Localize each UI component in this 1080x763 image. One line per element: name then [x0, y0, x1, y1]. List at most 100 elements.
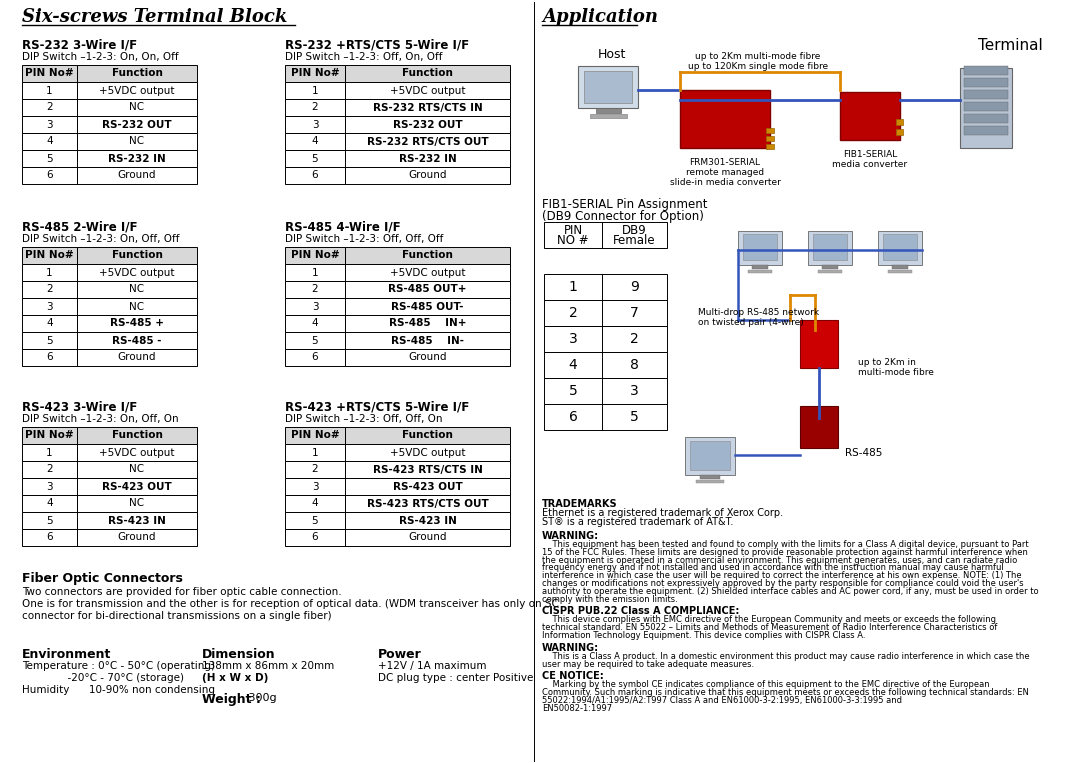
Text: Community. Such marking is indicative that this equipment meets or exceeds the f: Community. Such marking is indicative th… [542, 688, 1029, 697]
Text: Temperature : 0°C - 50°C (operating): Temperature : 0°C - 50°C (operating) [22, 661, 215, 671]
Text: Host: Host [598, 48, 626, 61]
Text: 6: 6 [46, 533, 53, 542]
Text: 6: 6 [46, 170, 53, 181]
Text: technical standard. EN 55022 – Limits and Methods of Measurement of Radio Interf: technical standard. EN 55022 – Limits an… [542, 623, 997, 633]
Text: remote managed: remote managed [686, 168, 764, 177]
Bar [22, 99, 77, 116]
Text: 4: 4 [46, 318, 53, 329]
Text: 3: 3 [46, 301, 53, 311]
Text: 4: 4 [569, 358, 578, 372]
Bar [285, 82, 345, 99]
Text: Multi-drop RS-485 network: Multi-drop RS-485 network [698, 308, 819, 317]
Text: Information Technology Equipment. This device complies with CISPR Class A.: Information Technology Equipment. This d… [542, 631, 865, 640]
Bar [285, 99, 345, 116]
Bar [285, 150, 345, 167]
Text: NC: NC [130, 498, 145, 508]
Bar [285, 444, 345, 461]
Text: Fiber Optic Connectors: Fiber Optic Connectors [22, 572, 183, 585]
Bar [964, 90, 1008, 99]
Text: on twisted pair (4-wire): on twisted pair (4-wire) [698, 318, 804, 327]
Text: (H x W x D): (H x W x D) [202, 673, 268, 683]
Bar [285, 315, 345, 332]
Text: Environment: Environment [22, 648, 111, 661]
Text: RS-423 IN: RS-423 IN [108, 516, 166, 526]
Bar [345, 461, 510, 478]
Bar [77, 495, 197, 512]
Text: +12V / 1A maximum: +12V / 1A maximum [378, 661, 486, 671]
Text: RS-485 -: RS-485 - [112, 336, 162, 346]
Text: DIP Switch –1-2-3: On, Off, On: DIP Switch –1-2-3: On, Off, On [22, 414, 178, 424]
Bar [285, 478, 345, 495]
Bar [77, 427, 197, 444]
Bar [345, 298, 510, 315]
Text: slide-in media converter: slide-in media converter [670, 178, 781, 187]
Text: 5: 5 [630, 410, 639, 424]
Text: 5: 5 [312, 336, 319, 346]
Bar [345, 247, 510, 264]
Text: 138mm x 86mm x 20mm: 138mm x 86mm x 20mm [202, 661, 334, 671]
Bar [752, 265, 768, 269]
Bar [285, 264, 345, 281]
Text: Ground: Ground [408, 533, 447, 542]
Bar [22, 247, 77, 264]
Bar [345, 495, 510, 512]
Text: RS-423 RTS/CTS OUT: RS-423 RTS/CTS OUT [366, 498, 488, 508]
Bar [345, 512, 510, 529]
Text: Ground: Ground [408, 353, 447, 362]
Bar [700, 475, 720, 479]
Text: 6: 6 [46, 353, 53, 362]
Text: 3: 3 [46, 481, 53, 491]
Bar [345, 264, 510, 281]
Text: media converter: media converter [833, 160, 907, 169]
Text: 2: 2 [569, 306, 578, 320]
Bar [578, 66, 638, 108]
Bar [743, 234, 777, 260]
Bar [77, 133, 197, 150]
Bar [766, 128, 774, 133]
Text: 3: 3 [630, 384, 639, 398]
Bar [22, 427, 77, 444]
Text: Terminal: Terminal [977, 38, 1042, 53]
Bar [544, 222, 667, 248]
Bar [818, 270, 842, 273]
Bar [285, 298, 345, 315]
Bar [77, 65, 197, 82]
Text: 55022:1994/A1:1995/A2:T997 Class A and EN61000-3-2:1995, EN61000-3-3:1995 and: 55022:1994/A1:1995/A2:T997 Class A and E… [542, 696, 902, 705]
Bar [77, 150, 197, 167]
Text: 15 of the FCC Rules. These limits are designed to provide reasonable protection : 15 of the FCC Rules. These limits are de… [542, 548, 1028, 557]
Text: 4: 4 [312, 498, 319, 508]
Bar [345, 478, 510, 495]
Bar [285, 529, 345, 546]
Text: WARNING:: WARNING: [542, 642, 599, 653]
Bar [22, 133, 77, 150]
Text: changes or modifications not expressively approved by the party responsible for : changes or modifications not expressivel… [542, 579, 1024, 588]
Bar [964, 102, 1008, 111]
Text: FIB1-SERIAL Pin Assignment: FIB1-SERIAL Pin Assignment [542, 198, 707, 211]
Text: RS-423 OUT: RS-423 OUT [393, 481, 462, 491]
Bar [822, 265, 838, 269]
Text: 5: 5 [569, 384, 578, 398]
Bar [345, 150, 510, 167]
Text: Two connectors are provided for fiber optic cable connection.: Two connectors are provided for fiber op… [22, 587, 341, 597]
Text: -20°C - 70°C (storage): -20°C - 70°C (storage) [22, 673, 184, 683]
Text: RS-485 4-Wire I/F: RS-485 4-Wire I/F [285, 220, 401, 233]
Bar [22, 281, 77, 298]
Bar [22, 264, 77, 281]
Bar [883, 234, 917, 260]
Text: 2: 2 [312, 285, 319, 295]
Text: up to 2Km in: up to 2Km in [858, 358, 916, 367]
Text: Function: Function [111, 250, 162, 260]
Text: 9: 9 [630, 280, 639, 294]
Bar [285, 65, 345, 82]
Text: frequency energy and if not installed and used in accordance with the instructio: frequency energy and if not installed an… [542, 563, 1003, 572]
Bar [285, 461, 345, 478]
Text: +5VDC output: +5VDC output [390, 85, 465, 95]
Bar [285, 281, 345, 298]
Text: 2: 2 [46, 285, 53, 295]
Bar [285, 167, 345, 184]
Text: PIN No#: PIN No# [291, 430, 339, 440]
Text: 2: 2 [46, 102, 53, 112]
Bar [964, 114, 1008, 123]
Bar [285, 495, 345, 512]
Text: 3: 3 [312, 481, 319, 491]
